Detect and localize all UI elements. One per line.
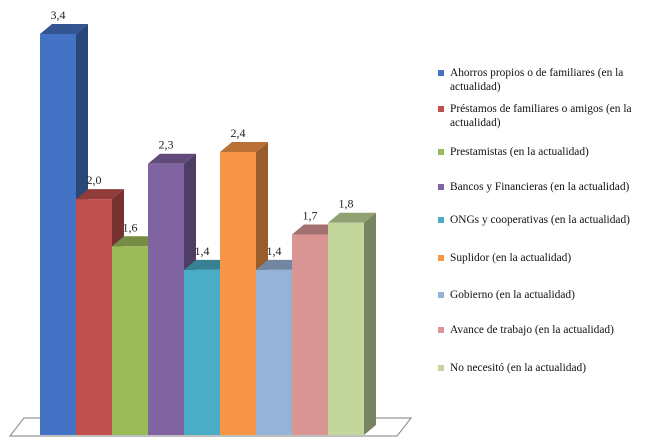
- bar-front-face: [292, 234, 328, 435]
- value-label-7: 1,4: [267, 244, 282, 258]
- legend-swatch: [438, 217, 444, 223]
- legend-item: Préstamos de familiares o amigos (en la …: [438, 102, 663, 130]
- legend-label: Bancos y Financieras (en la actualidad): [450, 181, 630, 193]
- legend-label: Gobierno (en la actualidad): [450, 289, 575, 301]
- legend-swatch: [438, 70, 444, 76]
- value-label-8: 1,7: [303, 209, 318, 223]
- bar-front-face: [112, 246, 148, 435]
- legend-label: Suplidor (en la actualidad): [450, 252, 572, 264]
- bar-top-face: [148, 153, 196, 164]
- legend-item: Gobierno (en la actualidad): [438, 288, 663, 302]
- legend-label: Ahorros propios o de familiares (en la a…: [450, 67, 624, 93]
- value-label-1: 3,4: [51, 8, 66, 22]
- legend-item: No necesitó (en la actualidad): [438, 361, 663, 375]
- bar-top-face: [40, 24, 88, 34]
- legend-label: ONGs y cooperativas (en la actualidad): [450, 214, 630, 226]
- bar-front-face: [220, 151, 256, 436]
- legend-item: Suplidor (en la actualidad): [438, 251, 663, 265]
- legend-swatch: [438, 292, 444, 298]
- bar-top-face: [328, 212, 376, 223]
- bar-front-face: [76, 199, 112, 435]
- legend-label: Prestamistas (en la actualidad): [450, 146, 589, 158]
- legend-label: Préstamos de familiares o amigos (en la …: [450, 103, 632, 129]
- value-label-9: 1,8: [339, 197, 354, 211]
- legend-label: No necesitó (en la actualidad): [450, 362, 586, 374]
- value-label-6: 2,4: [231, 126, 246, 140]
- bar-top-face: [76, 189, 124, 200]
- value-label-2: 2,0: [87, 173, 102, 187]
- legend-item: Prestamistas (en la actualidad): [438, 145, 663, 159]
- bar-9: [328, 212, 376, 435]
- legend-swatch: [438, 106, 444, 112]
- bar-front-face: [148, 163, 184, 435]
- value-label-3: 1,6: [123, 220, 138, 234]
- legend-swatch: [438, 255, 444, 261]
- bar-front-face: [328, 222, 364, 435]
- legend-item: Avance de trabajo (en la actualidad): [438, 323, 663, 337]
- bar-top-face: [220, 141, 268, 152]
- bar-front-face: [40, 34, 76, 435]
- legend-label: Avance de trabajo (en la actualidad): [450, 324, 614, 336]
- legend-swatch: [438, 184, 444, 190]
- legend-swatch: [438, 365, 444, 371]
- bars-group: [40, 24, 376, 436]
- value-labels-group: 3,4 2,0 1,6 2,3 1,4 2,4 1,4 1,7 1,8: [51, 8, 354, 258]
- value-label-5: 1,4: [195, 244, 210, 258]
- bar-side-face: [364, 212, 376, 435]
- legend-swatch: [438, 149, 444, 155]
- legend-item: ONGs y cooperativas (en la actualidad): [438, 213, 663, 227]
- legend-item: Ahorros propios o de familiares (en la a…: [438, 66, 663, 94]
- legend-item: Bancos y Financieras (en la actualidad): [438, 180, 663, 194]
- value-label-4: 2,3: [159, 138, 174, 152]
- legend-swatch: [438, 327, 444, 333]
- bar-front-face: [256, 269, 292, 435]
- bar-front-face: [184, 269, 220, 435]
